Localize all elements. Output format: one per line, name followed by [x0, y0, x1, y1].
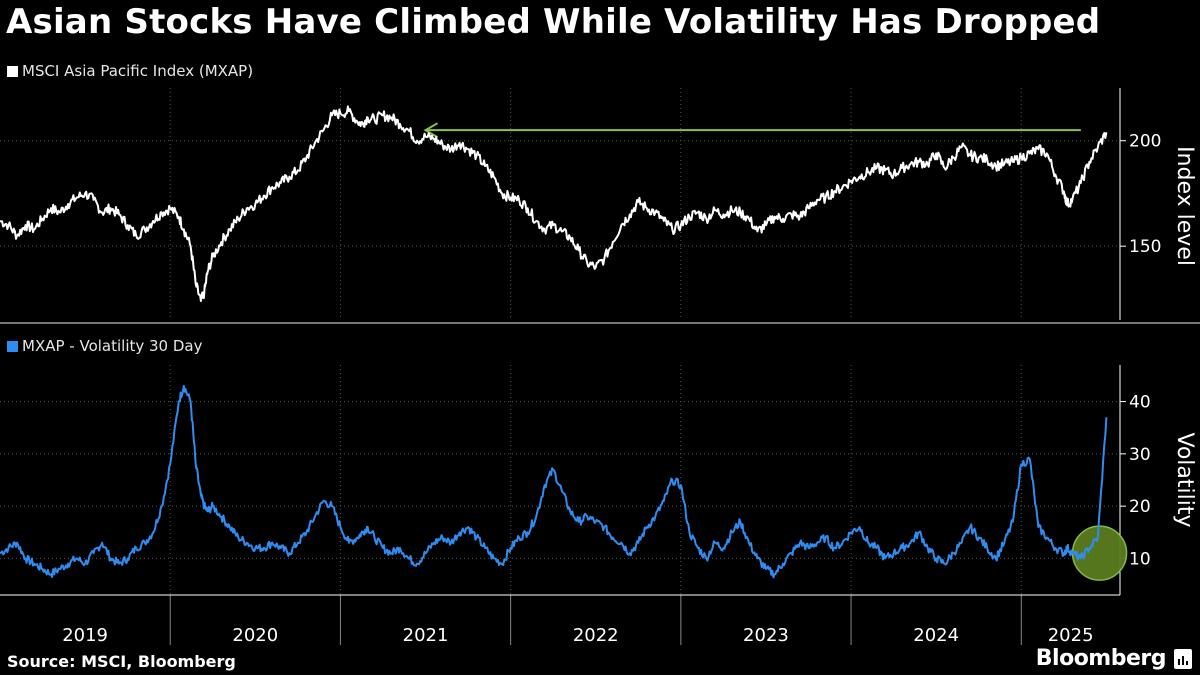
bloomberg-logo: Bloomberg	[1035, 646, 1167, 671]
source-note: Source: MSCI, Bloomberg	[7, 652, 236, 671]
legend-swatch-index	[7, 65, 18, 77]
x-tick-label-2022: 2022	[573, 625, 619, 646]
legend-swatch-volatility	[7, 340, 18, 352]
y-axis-title-bottom: Volatility	[1172, 432, 1197, 527]
ytick-label-bottom-10: 10	[1129, 549, 1151, 569]
legend-index: MSCI Asia Pacific Index (MXAP)	[7, 62, 253, 80]
legend-volatility: MXAP - Volatility 30 Day	[7, 337, 203, 355]
x-tick-label-2021: 2021	[403, 625, 449, 646]
ytick-label-top-200: 200	[1129, 132, 1161, 152]
highlight-circle	[1071, 525, 1128, 581]
series-line-index	[0, 105, 1108, 302]
x-tick-label-2020: 2020	[232, 625, 278, 646]
ytick-label-bottom-40: 40	[1129, 393, 1151, 413]
series-line-volatility	[0, 384, 1108, 579]
bloomberg-terminal-icon	[1174, 649, 1192, 669]
x-tick-label-2024: 2024	[913, 625, 959, 646]
ytick-label-bottom-30: 30	[1129, 445, 1151, 465]
chart-title: Asian Stocks Have Climbed While Volatili…	[6, 2, 1101, 42]
x-tick-label-2023: 2023	[743, 625, 789, 646]
x-tick-label-2025: 2025	[1048, 625, 1094, 646]
x-tick-label-2019: 2019	[62, 625, 108, 646]
ytick-label-bottom-20: 20	[1129, 497, 1151, 517]
y-axis-title-top: Index level	[1172, 146, 1197, 266]
ytick-label-top-150: 150	[1129, 237, 1161, 257]
legend-label-index: MSCI Asia Pacific Index (MXAP)	[22, 62, 254, 80]
arrow-head	[423, 122, 439, 139]
legend-label-volatility: MXAP - Volatility 30 Day	[22, 337, 203, 355]
